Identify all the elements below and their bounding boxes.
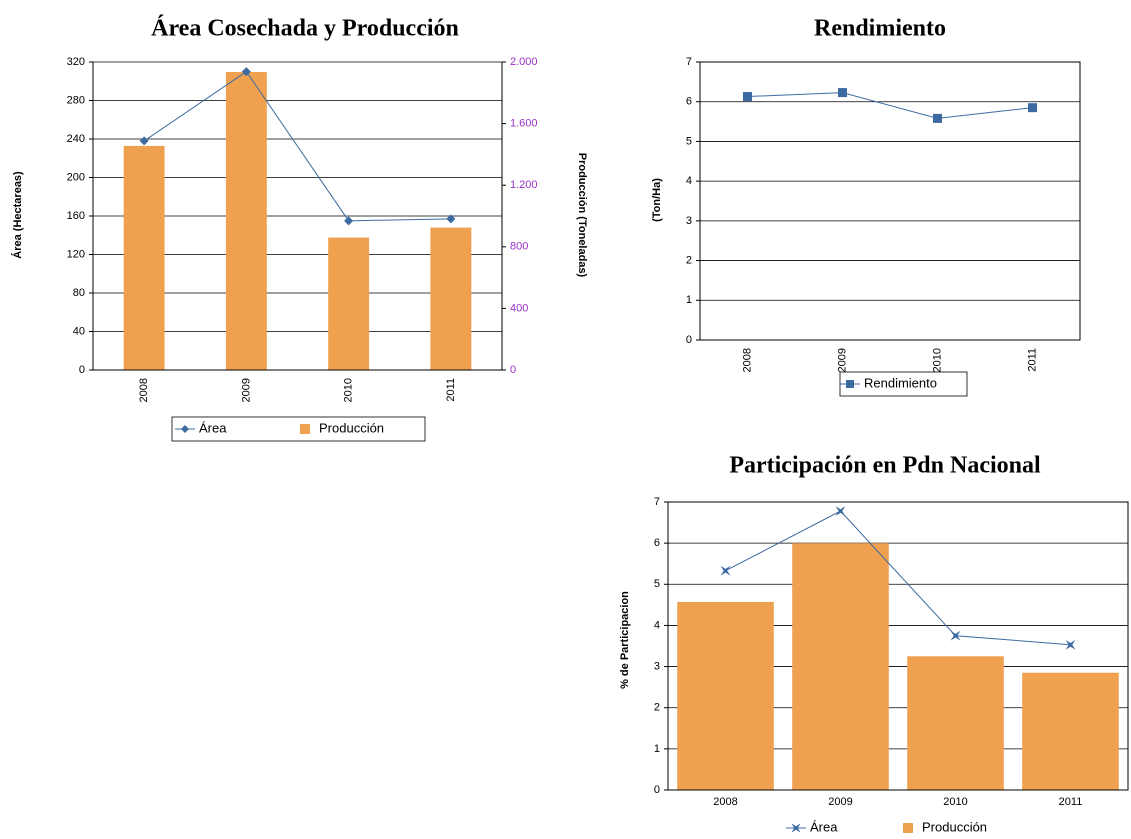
y-tick-label: 4 [686, 175, 692, 187]
chart: Área Cosechada y Producción 0 40 80 120 160 20… [11, 16, 588, 442]
x-tick-label: 2010 [931, 348, 943, 372]
marker [933, 113, 942, 123]
y-tick-label: 320 [67, 56, 85, 68]
chart-title: Área Cosechada y Producción [151, 16, 459, 42]
y-tick-label: 4 [654, 619, 660, 631]
marker [446, 214, 456, 224]
legend-label: Rendimiento [864, 375, 937, 390]
legend-box [839, 371, 968, 397]
legend-label: Área [810, 819, 838, 834]
legend-swatch [300, 424, 310, 434]
bar [430, 227, 472, 370]
y-tick-label: 280 [67, 94, 85, 106]
chart-title: Participación en Pdn Nacional [729, 453, 1041, 479]
y-tick-label: 6 [654, 537, 660, 549]
chart: Participación en Pdn Nacional 0 1 2 3 4 5 6 7 % d… [619, 453, 1129, 834]
line [725, 510, 1071, 646]
y-tick-label: 1 [686, 294, 692, 306]
y-tick-label: 0 [686, 334, 692, 346]
plot-border [667, 501, 1129, 791]
y2-tick-label: 2.000 [510, 56, 538, 68]
legend-swatch [903, 823, 913, 833]
y-axis-label: Área (Hectareas) [11, 171, 24, 259]
line [143, 70, 451, 222]
y-axis-label: % de Participacion [619, 591, 631, 689]
bar [123, 145, 165, 370]
y-tick-label: 7 [686, 56, 692, 68]
y2-tick-label: 800 [510, 241, 528, 253]
y-tick-label: 2 [654, 702, 660, 714]
y-tick-label: 2 [686, 254, 692, 266]
marker [241, 67, 251, 77]
x-tick-label: 2011 [1059, 796, 1083, 808]
line [747, 92, 1033, 119]
y-tick-label: 5 [654, 578, 660, 590]
bar [1022, 672, 1119, 790]
y2-axis-label: Producción (Toneladas) [576, 153, 588, 278]
plot-border [699, 61, 1081, 341]
y-tick-label: 40 [73, 325, 85, 337]
y-tick-label: 200 [67, 171, 85, 183]
bar [225, 72, 267, 370]
marker [1065, 639, 1076, 650]
y2-tick-label: 0 [510, 364, 516, 376]
marker [344, 216, 354, 226]
y-tick-label: 0 [654, 784, 660, 796]
legend-label: Área [199, 420, 227, 435]
marker [743, 92, 752, 102]
x-tick-label: 2010 [343, 378, 355, 402]
y-tick-label: 160 [67, 210, 85, 222]
x-tick-label: 2009 [828, 796, 852, 808]
y2-tick-label: 1.200 [510, 179, 538, 191]
y-tick-label: 5 [686, 135, 692, 147]
y-tick-label: 7 [654, 496, 660, 508]
y-tick-label: 80 [73, 287, 85, 299]
marker [838, 88, 847, 98]
bar [328, 237, 370, 370]
marker [181, 425, 189, 433]
x-tick-label: 2011 [1026, 348, 1038, 372]
bar [907, 656, 1004, 790]
x-tick-label: 2008 [713, 796, 737, 808]
marker [139, 136, 149, 146]
marker [950, 630, 961, 641]
legend-label: Producción [319, 420, 384, 435]
marker [835, 506, 846, 517]
chart-title: Rendimiento [814, 16, 946, 42]
y2-tick-label: 1.600 [510, 118, 538, 130]
y-tick-label: 240 [67, 133, 85, 145]
marker [1028, 103, 1037, 113]
y-tick-label: 1 [654, 743, 660, 755]
y-tick-label: 3 [654, 660, 660, 672]
y-tick-label: 120 [67, 248, 85, 260]
x-tick-label: 2008 [741, 348, 753, 372]
y-axis-label: (Ton/Ha) [651, 178, 663, 222]
y2-tick-label: 400 [510, 302, 528, 314]
bar [792, 543, 889, 790]
x-tick-label: 2011 [445, 378, 457, 402]
bar [677, 601, 774, 790]
y-tick-label: 6 [686, 96, 692, 108]
x-tick-label: 2009 [836, 348, 848, 372]
x-tick-label: 2010 [943, 796, 967, 808]
chart: Rendimiento 0 1 2 3 4 5 6 7 (Ton/Ha) 2008 2009 2010 2… [651, 16, 1081, 397]
y-tick-label: 0 [79, 364, 85, 376]
marker [846, 380, 854, 388]
y-tick-label: 3 [686, 215, 692, 227]
legend-label: Producción [922, 819, 987, 834]
x-tick-label: 2009 [240, 378, 252, 402]
marker [720, 565, 731, 576]
x-tick-label: 2008 [138, 378, 150, 402]
legend-box [171, 416, 426, 442]
marker [791, 823, 801, 833]
